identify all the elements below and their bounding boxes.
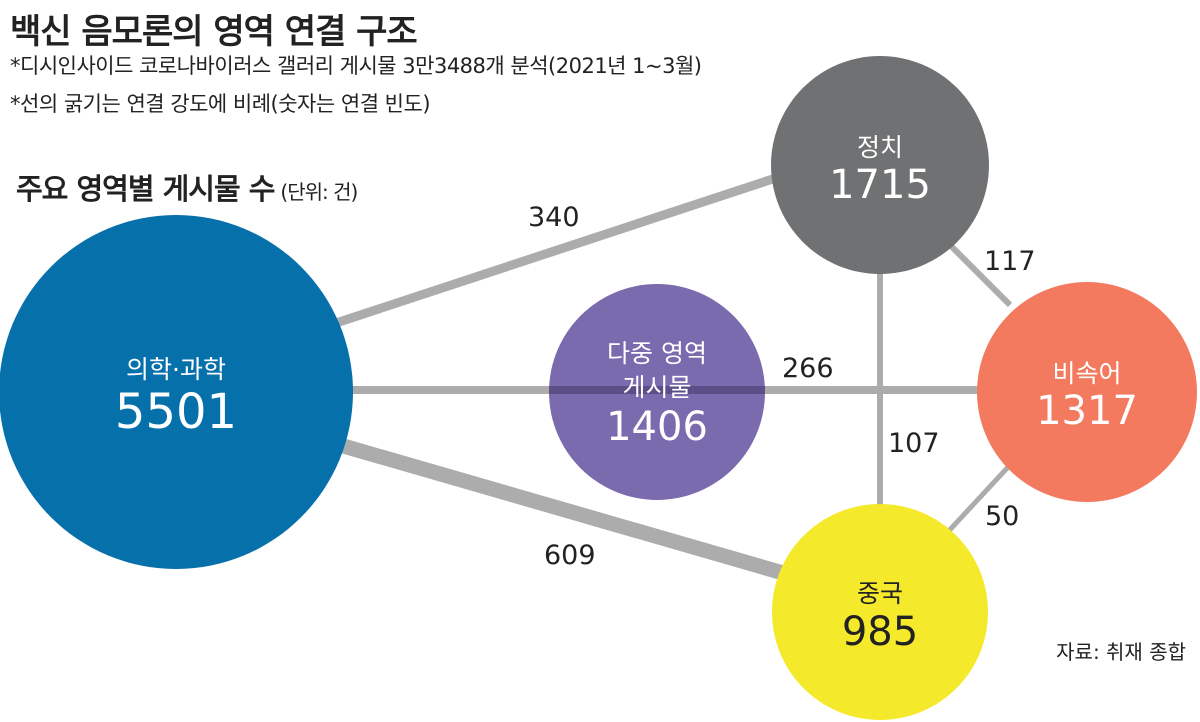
section-subtitle: 주요 영역별 게시물 수 (단위: 건) (16, 166, 358, 208)
subtitle-text: 주요 영역별 게시물 수 (16, 172, 275, 206)
node-value-politics: 1715 (829, 162, 931, 208)
unit-label: (단위: 건) (280, 180, 358, 204)
node-name-multi-line1: 다중 영역 (607, 339, 707, 368)
node-name-politics: 정치 (857, 133, 903, 162)
edge-medical-china (337, 437, 793, 583)
edge-label-medical-china: 609 (544, 540, 596, 571)
edge-label-politics-slang: 117 (984, 246, 1036, 277)
node-china (772, 504, 988, 720)
edge-label-medical-slang: 266 (782, 353, 834, 384)
edge-label-medical-politics: 340 (528, 202, 580, 233)
node-value-medical: 5501 (115, 384, 237, 440)
node-politics (771, 56, 989, 274)
node-slang (977, 282, 1197, 502)
line-thickness-note: *선의 굵기는 연결 강도에 비례(숫자는 연결 빈도) (10, 92, 431, 116)
node-name-china: 중국 (857, 579, 903, 608)
page-title: 백신 음모론의 영역 연결 구조 (10, 12, 418, 52)
edge-label-politics-china: 107 (888, 428, 940, 459)
edge-politics-slang (947, 242, 1013, 308)
source-credit: 자료: 취재 종합 (1056, 640, 1186, 664)
edge-medical-politics (328, 165, 802, 330)
node-value-multi: 1406 (606, 404, 708, 450)
node-name-medical: 의학·과학 (126, 355, 226, 384)
data-source-note: *디시인사이드 코로나바이러스 갤러리 게시물 3만3488개 분석(2021년… (10, 54, 702, 78)
node-value-china: 985 (842, 609, 918, 655)
edge-label-china-slang: 50 (985, 501, 1019, 532)
edge-china-slang (943, 463, 1012, 537)
node-medical-science (0, 215, 353, 569)
node-name-multi-line2: 게시물 (622, 373, 691, 402)
node-name-slang: 비속어 (1052, 359, 1121, 388)
node-value-slang: 1317 (1036, 388, 1138, 434)
